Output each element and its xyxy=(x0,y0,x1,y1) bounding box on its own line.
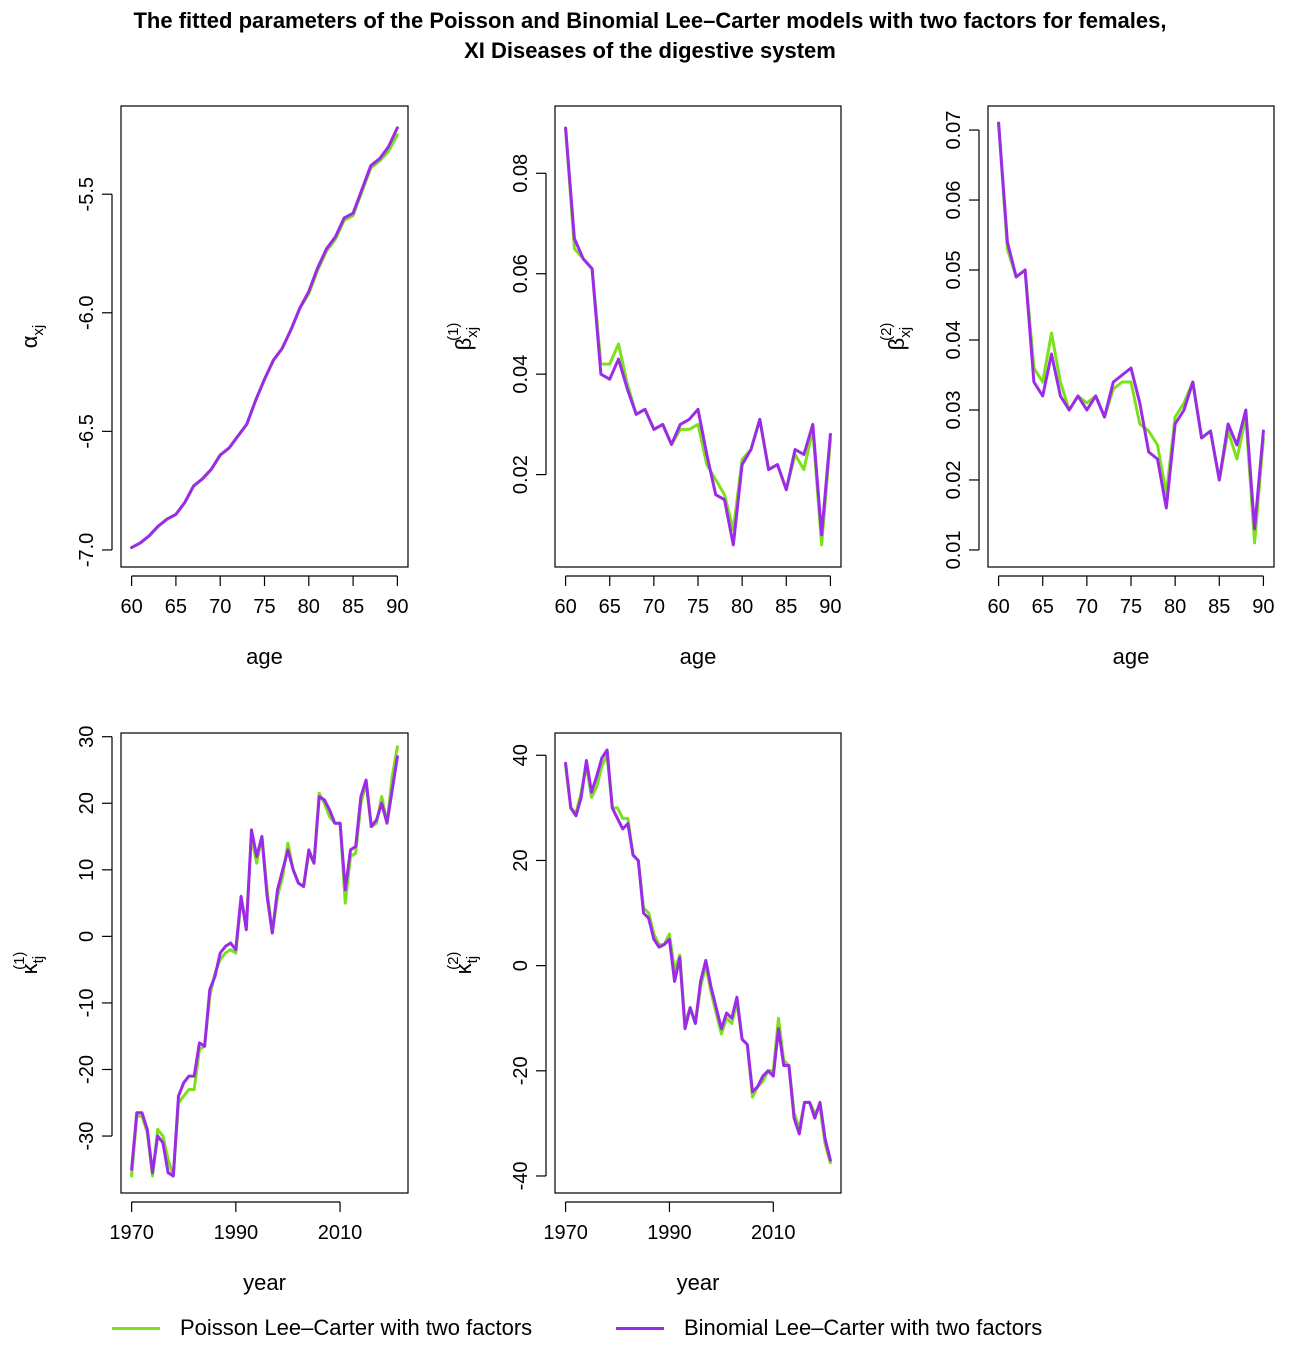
alpha-series-poisson-line xyxy=(130,133,399,550)
beta1-series-poisson-line xyxy=(564,126,832,547)
beta2-x-tick-label: 60 xyxy=(987,596,1009,618)
beta2-xlabel: age xyxy=(1113,644,1150,669)
beta1-x-tick-label: 70 xyxy=(643,596,665,618)
legend-label-poisson: Poisson Lee–Carter with two factors xyxy=(180,1315,533,1340)
kappa2-y-tick-label: 20 xyxy=(510,849,532,871)
legend-item-binomial: Binomial Lee–Carter with two factors xyxy=(616,1310,1042,1346)
alpha-x-tick-label: 90 xyxy=(386,596,408,618)
beta2-x-tick-label: 90 xyxy=(1252,596,1274,618)
beta1-y-tick-label: 0.04 xyxy=(510,355,532,394)
kappa1-x-tick-label: 1970 xyxy=(109,1222,154,1244)
beta2-y-tick-label: 0.07 xyxy=(943,111,965,150)
kappa1-series-poisson-line xyxy=(130,745,399,1178)
alpha-y-tick-label: -7.0 xyxy=(76,533,98,567)
kappa2-plot-frame xyxy=(554,732,842,1194)
beta1-plot-frame xyxy=(554,105,842,568)
alpha-plot-frame xyxy=(120,105,409,568)
beta1-x-tick-label: 90 xyxy=(819,596,841,618)
kappa1-y-tick-label: 0 xyxy=(76,931,98,942)
kappa2-x-tick-label: 2010 xyxy=(751,1222,796,1244)
beta1-ylabel-text: βxj(1) xyxy=(445,323,481,351)
kappa2-ylabel: κtj(2) xyxy=(445,952,481,975)
alpha-x-tick-label: 70 xyxy=(209,596,231,618)
kappa1-ylabel: κtj(1) xyxy=(11,952,47,975)
beta1-y-tick-label: 0.02 xyxy=(510,455,532,494)
kappa1-y-tick-label: 20 xyxy=(76,792,98,814)
beta1-y-tick-label: 0.08 xyxy=(510,154,532,193)
figure-title-line-1: The fitted parameters of the Poisson and… xyxy=(133,8,1167,33)
beta2-plot-frame xyxy=(987,105,1275,568)
kappa2-y-tick-label: -20 xyxy=(510,1056,532,1085)
kappa1-y-tick-label: -10 xyxy=(76,988,98,1017)
legend-swatch-poisson xyxy=(112,1326,160,1330)
kappa2-y-tick-label: -40 xyxy=(510,1162,532,1191)
kappa1-x-tick-label: 1990 xyxy=(214,1222,259,1244)
alpha-x-tick-label: 60 xyxy=(120,596,142,618)
kappa2-series-binomial-line xyxy=(564,748,832,1162)
kappa1-ylabel-text: κtj(1) xyxy=(11,952,47,975)
kappa2-xlabel: year xyxy=(677,1270,720,1295)
beta1-x-tick-label: 85 xyxy=(775,596,797,618)
alpha-x-tick-label: 85 xyxy=(342,596,364,618)
kappa1-y-tick-label: -20 xyxy=(76,1055,98,1084)
beta2-y-tick-label: 0.04 xyxy=(943,321,965,360)
kappa1-y-tick-label: -30 xyxy=(76,1122,98,1151)
kappa1-y-tick-label: 30 xyxy=(76,726,98,748)
beta2-y-tick-label: 0.05 xyxy=(943,251,965,290)
beta2-y-tick-label: 0.06 xyxy=(943,181,965,220)
beta1-x-tick-label: 65 xyxy=(599,596,621,618)
figure-title-line-2: XI Diseases of the digestive system xyxy=(464,38,836,63)
kappa2-series-poisson-line xyxy=(564,753,832,1165)
beta2-y-tick-label: 0.02 xyxy=(943,460,965,499)
kappa2-x-tick-label: 1990 xyxy=(647,1222,692,1244)
kappa1-y-tick-label: 10 xyxy=(76,859,98,881)
kappa1-x-tick-label: 2010 xyxy=(318,1222,363,1244)
beta2-ylabel-text: βxj(2) xyxy=(878,323,914,351)
beta2-series-poisson-line xyxy=(997,121,1265,545)
beta2-x-tick-label: 70 xyxy=(1076,596,1098,618)
alpha-y-tick-label: -5.5 xyxy=(76,177,98,211)
legend-swatch-binomial xyxy=(616,1326,664,1330)
kappa1-xlabel: year xyxy=(243,1270,286,1295)
kappa1-series-binomial-line xyxy=(130,755,399,1178)
legend-item-poisson: Poisson Lee–Carter with two factors xyxy=(112,1310,532,1346)
beta1-ylabel: βxj(1) xyxy=(445,323,481,351)
beta2-series-binomial-line xyxy=(997,121,1265,531)
kappa1-plot-frame xyxy=(120,732,409,1194)
beta2-x-tick-label: 75 xyxy=(1120,596,1142,618)
alpha-y-tick-label: -6.5 xyxy=(76,414,98,448)
beta1-series-binomial-line xyxy=(564,126,832,547)
alpha-y-tick-label: -6.0 xyxy=(76,296,98,330)
alpha-ylabel-text: αxj xyxy=(17,325,47,349)
beta1-x-tick-label: 75 xyxy=(687,596,709,618)
alpha-x-tick-label: 65 xyxy=(165,596,187,618)
beta2-ylabel: βxj(2) xyxy=(878,323,914,351)
beta1-x-tick-label: 60 xyxy=(554,596,576,618)
alpha-ylabel: αxj xyxy=(17,325,47,349)
beta1-x-tick-label: 80 xyxy=(731,596,753,618)
beta2-y-tick-label: 0.01 xyxy=(943,530,965,569)
alpha-x-tick-label: 75 xyxy=(253,596,275,618)
beta2-x-tick-label: 65 xyxy=(1032,596,1054,618)
kappa2-x-tick-label: 1970 xyxy=(543,1222,588,1244)
beta2-y-tick-label: 0.03 xyxy=(943,391,965,430)
alpha-series-binomial-line xyxy=(130,126,399,550)
kappa2-y-tick-label: 0 xyxy=(510,960,532,971)
beta2-x-tick-label: 80 xyxy=(1164,596,1186,618)
beta1-xlabel: age xyxy=(680,644,717,669)
beta1-y-tick-label: 0.06 xyxy=(510,254,532,293)
kappa2-ylabel-text: κtj(2) xyxy=(445,952,481,975)
beta2-x-tick-label: 85 xyxy=(1208,596,1230,618)
alpha-xlabel: age xyxy=(246,644,283,669)
alpha-x-tick-label: 80 xyxy=(298,596,320,618)
kappa2-y-tick-label: 40 xyxy=(510,744,532,766)
legend-label-binomial: Binomial Lee–Carter with two factors xyxy=(684,1315,1043,1340)
